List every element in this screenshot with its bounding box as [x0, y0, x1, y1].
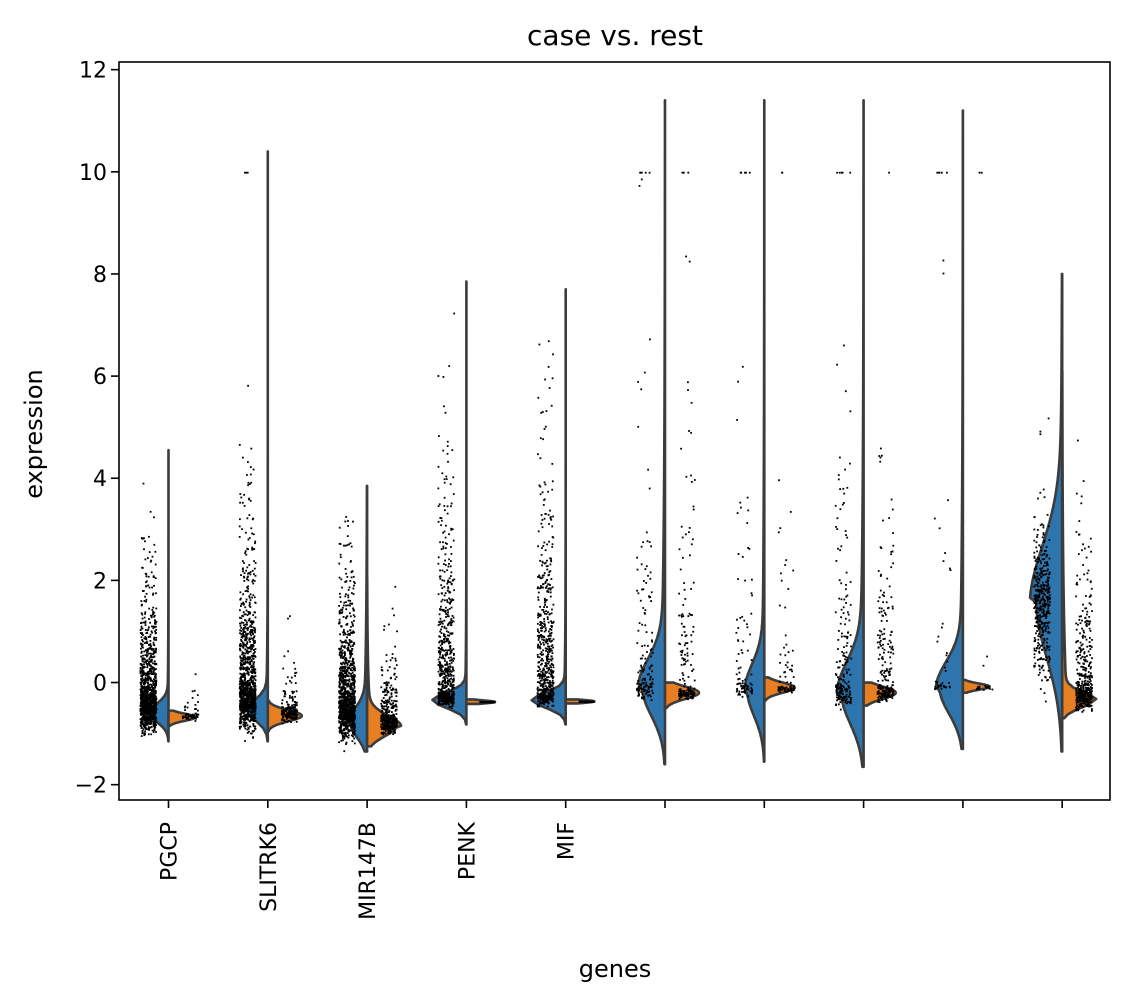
jitter-3-case — [338, 516, 356, 753]
jitter-2-case — [238, 171, 257, 742]
jitter-2-rest — [280, 615, 299, 725]
jitter-5-case — [536, 340, 555, 708]
violin-4-case — [431, 280, 468, 726]
x-axis-label: genes — [579, 955, 651, 983]
x-axis: PGCP SLITRK6 MIR147B PENK MIF — [158, 800, 1063, 920]
violin-5-case — [530, 287, 567, 726]
jitter-1-case — [139, 482, 158, 737]
y-axis-label: expression — [20, 369, 48, 498]
jitter-6-case — [636, 171, 654, 702]
violin-10-rest — [1060, 369, 1098, 720]
y-tick-label: 2 — [93, 569, 107, 594]
x-tick-label: PGCP — [158, 822, 183, 881]
violin-8-case — [835, 99, 865, 769]
violin-2-case — [245, 150, 270, 743]
jitter-1-rest — [181, 673, 200, 722]
jitter-8-case — [834, 171, 853, 711]
jitter-10-rest — [1075, 439, 1093, 713]
violin-group — [147, 99, 1098, 769]
jitter-7-case — [735, 171, 753, 698]
violin-6-case — [636, 99, 667, 766]
x-tick-label: SLITRK6 — [257, 822, 282, 912]
jitter-7-rest — [777, 171, 795, 694]
jitter-10-case — [1033, 417, 1051, 703]
jitter-3-rest — [380, 585, 398, 736]
plot-frame — [118, 61, 1111, 801]
y-tick-label: 10 — [79, 161, 107, 186]
y-tick-label: 0 — [93, 672, 107, 697]
x-tick-label: PENK — [455, 821, 480, 880]
jitter-5-rest — [578, 700, 595, 703]
y-tick-label: −2 — [75, 774, 107, 799]
jitter-8-rest — [876, 171, 895, 703]
y-tick-label: 12 — [79, 59, 107, 84]
violin-10-case — [1028, 272, 1064, 753]
violin-9-case — [934, 109, 965, 751]
jitter-9-rest — [975, 171, 994, 691]
jitter-4-case — [437, 312, 456, 710]
y-tick-label: 6 — [93, 365, 107, 390]
violin-9-rest — [961, 678, 992, 695]
jitter-9-case — [933, 171, 952, 691]
x-tick-label: MIF — [555, 822, 580, 860]
x-tick-label: MIR147B — [356, 822, 381, 920]
y-tick-label: 8 — [93, 263, 107, 288]
y-axis: −2 0 2 4 6 8 10 12 — [75, 59, 119, 799]
jitter-6-rest — [678, 171, 696, 701]
jitter-points — [139, 171, 1093, 753]
y-tick-label: 4 — [93, 467, 107, 492]
chart-title: case vs. rest — [527, 19, 703, 52]
jitter-4-rest — [479, 700, 496, 704]
violin-7-case — [743, 99, 766, 763]
